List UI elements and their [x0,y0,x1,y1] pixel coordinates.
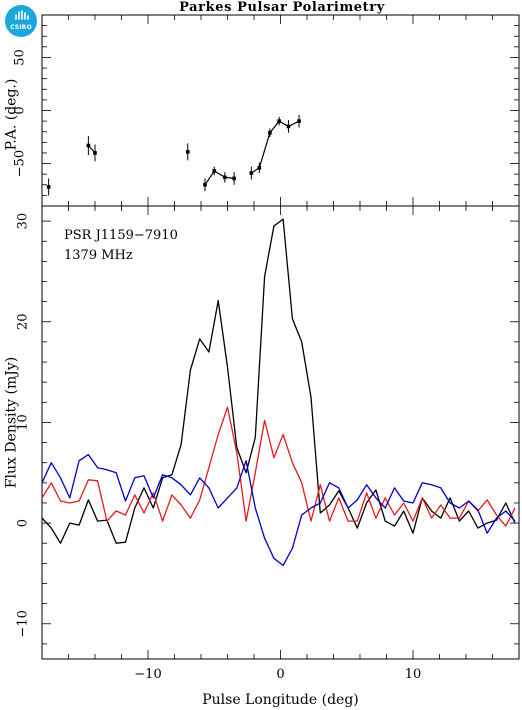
pa-point [223,175,227,180]
flux-x-tick-label: −10 [134,667,161,682]
pa-point [86,143,91,148]
csiro-logo-mark-icon [15,10,29,20]
flux-x-axis-label: Pulse Longitude (deg) [202,692,359,708]
pa-y-tick-label: 0 [13,106,28,114]
pa-point [212,169,217,173]
pa-y-tick-label: −50 [13,150,28,177]
flux-annotation: 1379 MHz [64,248,133,263]
flux-y-tick-label: 30 [16,213,31,230]
pa-segment [204,170,235,186]
pa-point [286,124,291,129]
pa-point [268,130,272,135]
pa-point [232,176,236,181]
pa-point [297,119,301,123]
pa-point [93,151,97,155]
flux-x-tick-label: 10 [405,667,422,682]
pa-point [46,185,51,189]
flux-y-tick-label: 0 [16,519,31,527]
series-line-I [41,218,516,544]
pa-point [185,150,190,154]
flux-y-tick-label: 10 [16,414,31,431]
flux-y-axis-label: Flux Density (mJy) [4,357,20,488]
pa-point [249,171,254,175]
pa-point [203,182,207,187]
pa-point [257,166,262,170]
series-line-L [41,406,516,527]
flux-x-tick-label: 0 [276,667,284,682]
csiro-logo-text: CSIRO [10,24,32,31]
pa-segment [250,120,300,174]
series-line-V [41,453,516,567]
flux-panel: −10 0 10 20 30 Flux Density (mJy) −10 0 10 Pulse … [4,205,520,708]
csiro-logo: CSIRO [5,5,37,37]
pa-panel: −50 0 50 P.A. (deg.) [4,14,520,207]
pa-point [277,119,281,123]
pa-y-tick-label: 50 [13,49,28,66]
flux-annotation: PSR J1159−7910 [64,228,178,243]
flux-y-tick-label: 20 [16,313,31,330]
flux-y-tick-label: −10 [16,610,31,637]
pa-frame [41,14,520,207]
flux-frame [41,205,520,660]
chart-title: Parkes Pulsar Polarimetry [179,0,385,15]
pa-y-axis-label: P.A. (deg.) [4,79,20,151]
